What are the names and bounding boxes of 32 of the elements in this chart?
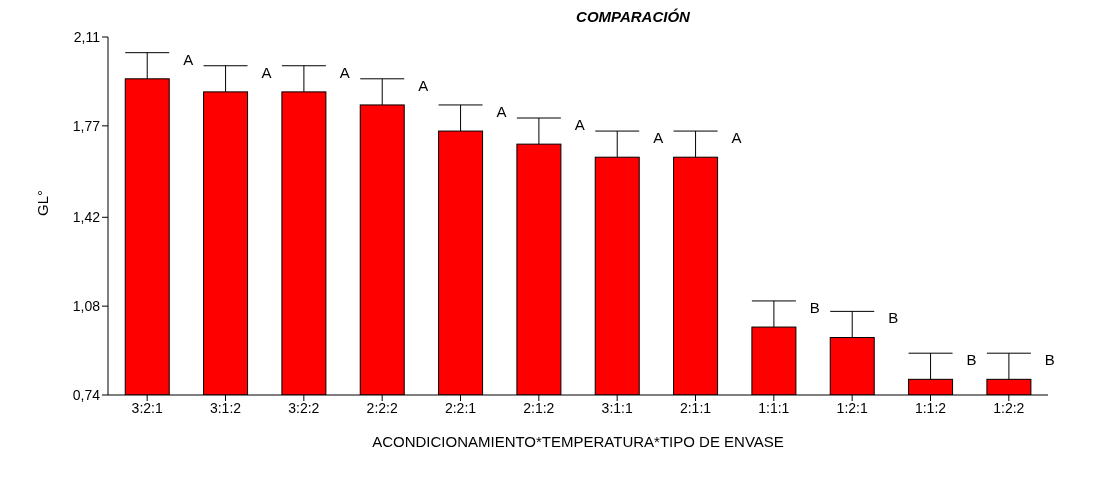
- x-axis-title: ACONDICIONAMIENTO*TEMPERATURA*TIPO DE ENVASE: [372, 433, 784, 450]
- annotation: B: [888, 309, 899, 327]
- x-tick-label: 2:2:1: [444, 399, 477, 416]
- x-tick-label: 1:1:2: [914, 399, 947, 416]
- x-tick-label: 3:1:2: [209, 399, 242, 416]
- annotation: A: [418, 76, 429, 94]
- x-tick-label: 1:1:1: [758, 399, 790, 416]
- annotation: B: [809, 298, 820, 316]
- x-tick-label: 2:1:2: [523, 399, 555, 416]
- x-tick-label: 3:2:1: [131, 399, 163, 416]
- x-tick-label: 2:2:2: [366, 399, 398, 416]
- x-tick-label: 1:2:1: [836, 399, 868, 416]
- y-tick-label: 1,42: [72, 209, 101, 226]
- annotation: A: [183, 50, 194, 68]
- y-axis-title: GL°: [34, 189, 52, 216]
- y-tick-label: 2,11: [73, 28, 101, 45]
- annotation: A: [653, 129, 664, 147]
- annotation: A: [731, 129, 742, 147]
- annotation: A: [339, 63, 350, 81]
- y-tick-label: 0,74: [72, 386, 101, 403]
- y-tick-label: 1,08: [72, 298, 101, 315]
- x-tick-label: 2:1:1: [679, 399, 712, 416]
- annotation: A: [261, 63, 272, 81]
- annotation: A: [574, 116, 585, 134]
- annotation: B: [966, 351, 977, 369]
- y-tick-label: 1,77: [72, 117, 101, 134]
- annotation: A: [496, 102, 507, 120]
- chart-title: COMPARACIÓN: [575, 8, 691, 25]
- annotation: B: [1044, 351, 1055, 369]
- x-tick-label: 3:2:2: [288, 399, 320, 416]
- x-tick-label: 3:1:1: [601, 399, 633, 416]
- x-tick-label: 1:2:2: [993, 399, 1025, 416]
